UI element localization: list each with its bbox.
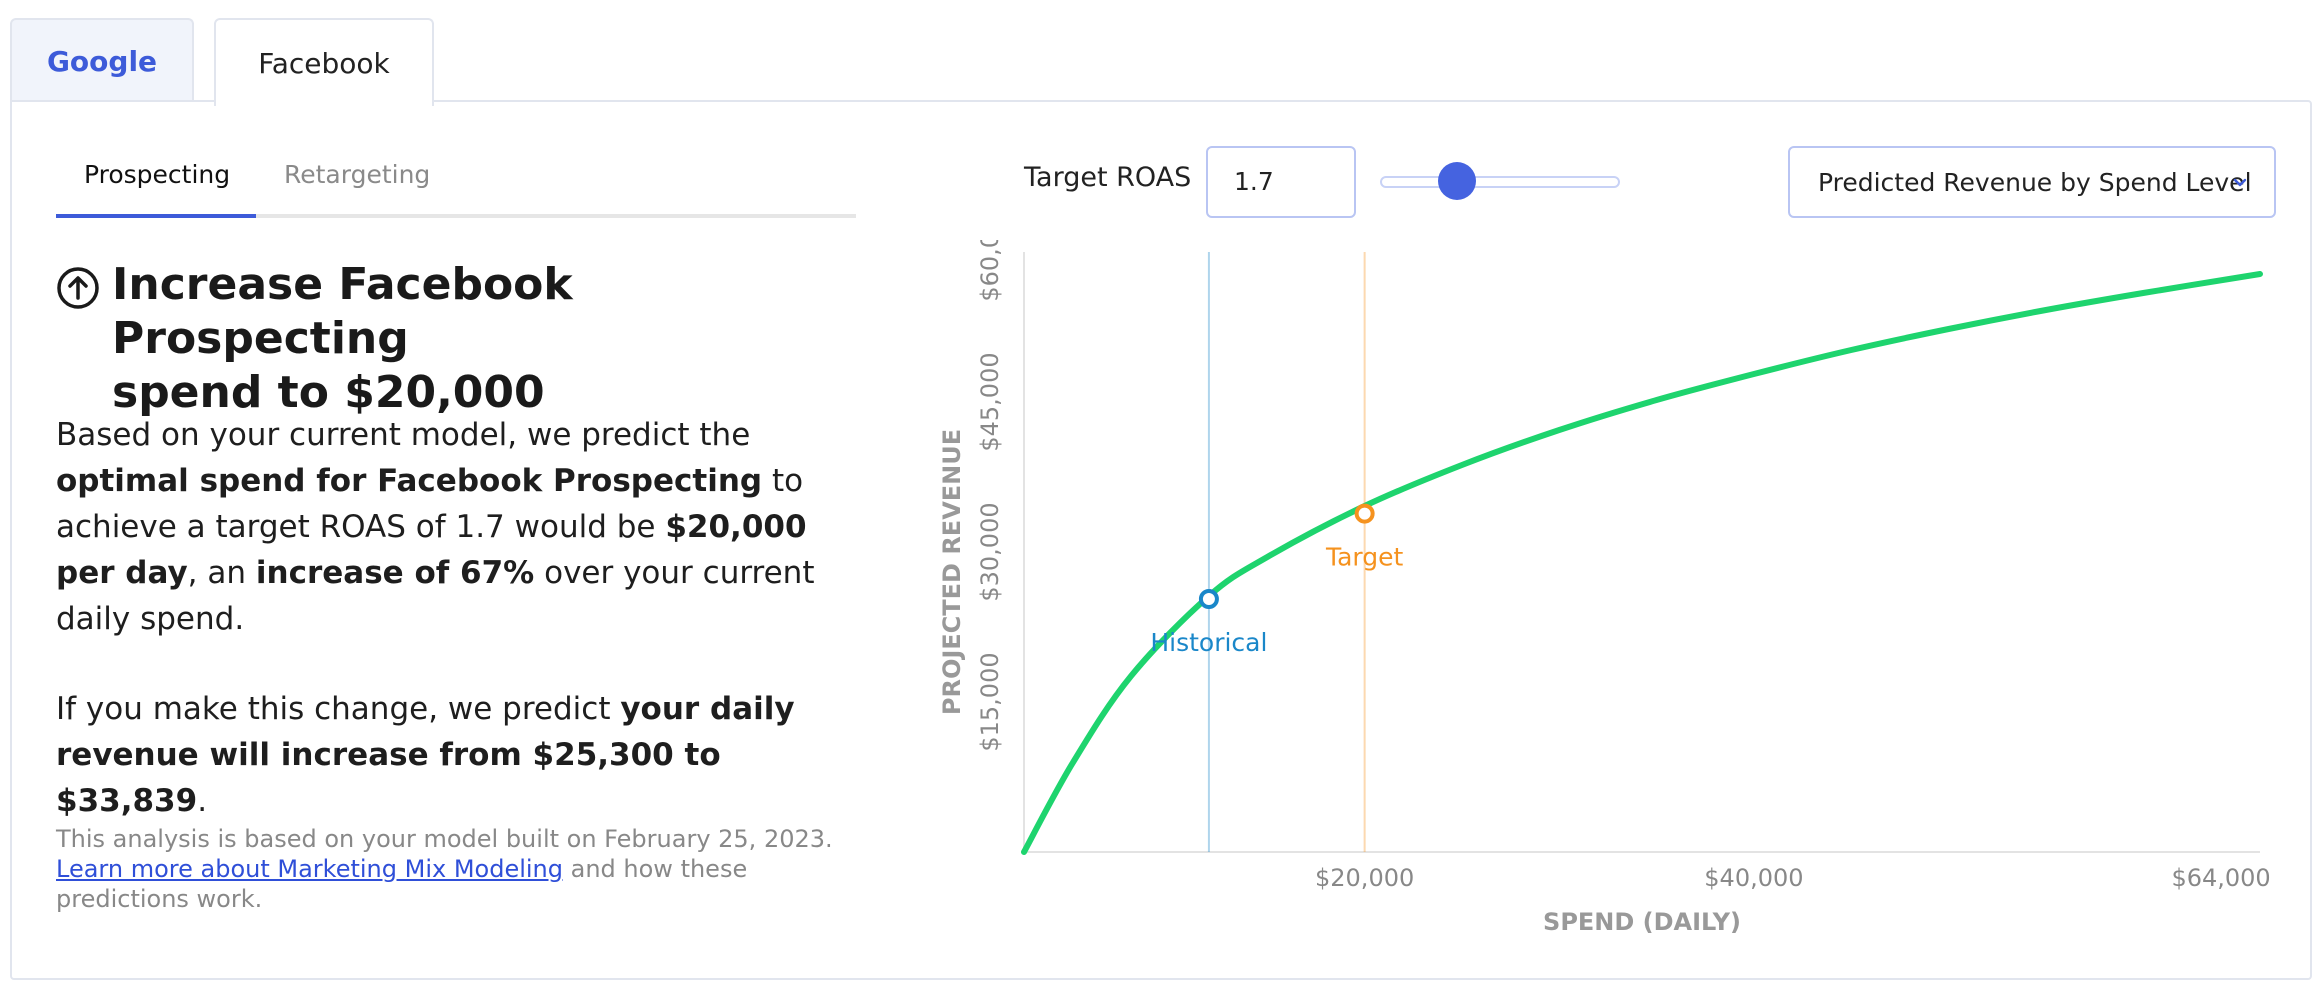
y-tick-label: $60,000 (976, 240, 1004, 302)
tab-facebook[interactable]: Facebook (214, 18, 434, 106)
facebook-panel (10, 100, 2312, 980)
tab-google[interactable]: Google (10, 18, 194, 102)
y-tick-label: $30,000 (976, 502, 1004, 601)
prediction-summary: Based on your current model, we predict … (56, 417, 815, 637)
x-tick-label: $64,000 (2171, 864, 2270, 892)
y-tick-label: $45,000 (976, 352, 1004, 451)
subtab-bar: Prospecting Retargeting (56, 150, 856, 218)
point-historical (1198, 589, 1219, 609)
y-tick-label: $15,000 (976, 652, 1004, 751)
point-target (1354, 503, 1375, 524)
revenue-curve (1021, 271, 2263, 855)
revenue-spend-chart: $15,000 $30,000 $45,000 $60,000 $20,000 $40,0… (938, 240, 2271, 936)
recommendation-title: Increase Facebook Prospecting spend to $… (112, 259, 573, 418)
target-roas-slider-handle[interactable] (1437, 162, 1476, 200)
subtab-prospecting[interactable]: Prospecting (84, 160, 231, 189)
point-label-historical: Historical (1150, 628, 1267, 657)
chevron-down-icon (2233, 178, 2247, 187)
target-roas-label: Target ROAS (1024, 162, 1192, 193)
chart-view-select-value: Predicted Revenue by Spend Level (1818, 167, 2252, 197)
x-tick-label: $20,000 (1315, 864, 1414, 892)
chart-view-select[interactable]: Predicted Revenue by Spend Level (1788, 146, 2276, 218)
active-subtab-indicator (56, 214, 256, 218)
x-axis-title: SPEND (DAILY) (1543, 908, 1741, 936)
point-label-target: Target (1325, 543, 1404, 572)
arrow-up-circle-icon (57, 267, 99, 309)
x-tick-label: $40,000 (1704, 864, 1803, 892)
revenue-prediction: If you make this change, we predict your… (56, 691, 795, 819)
learn-more-mmm-link[interactable]: Learn more about Marketing Mix Modeling (56, 855, 563, 883)
y-axis-title: PROJECTED REVENUE (938, 429, 966, 715)
model-footnote: This analysis is based on your model bui… (56, 825, 833, 913)
target-roas-slider[interactable] (1380, 176, 1620, 188)
subtab-retargeting[interactable]: Retargeting (284, 160, 431, 189)
target-roas-input[interactable]: 1.7 (1206, 146, 1356, 218)
